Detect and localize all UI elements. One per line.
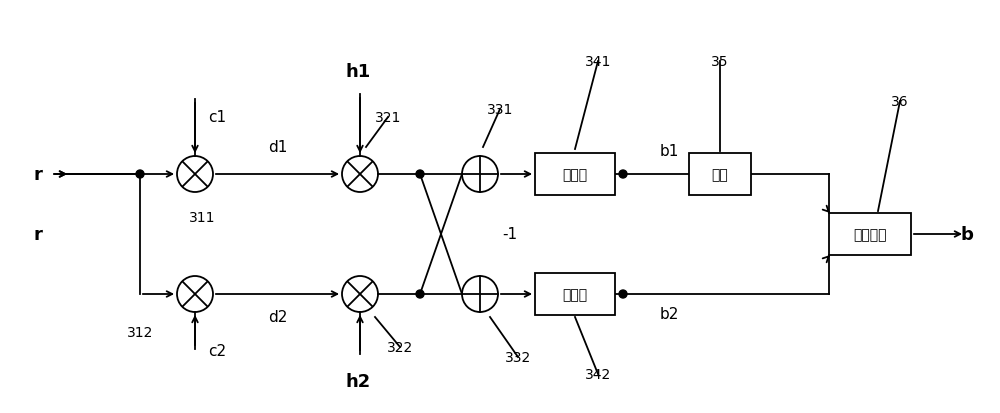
Circle shape: [619, 290, 627, 298]
Text: 35: 35: [711, 55, 729, 69]
Text: r: r: [33, 166, 42, 183]
Text: 判决器: 判决器: [562, 168, 588, 182]
Text: -1: -1: [502, 227, 518, 242]
Text: b2: b2: [660, 307, 679, 322]
Text: 36: 36: [891, 95, 909, 109]
Text: 内插合并: 内插合并: [853, 228, 887, 242]
Text: 判决器: 判决器: [562, 287, 588, 301]
Text: 342: 342: [585, 367, 611, 381]
Text: c1: c1: [208, 110, 226, 125]
Text: d1: d1: [268, 140, 288, 155]
Text: 311: 311: [189, 211, 215, 224]
Bar: [535, 154, 615, 195]
Text: 341: 341: [585, 55, 611, 69]
Circle shape: [619, 171, 627, 178]
Text: 332: 332: [505, 350, 531, 364]
Circle shape: [136, 171, 144, 178]
Text: 延时: 延时: [712, 168, 728, 182]
Text: d2: d2: [268, 310, 288, 325]
Text: b: b: [960, 225, 973, 243]
Text: 312: 312: [127, 325, 153, 339]
Bar: [829, 214, 911, 255]
Text: 322: 322: [387, 340, 413, 354]
Circle shape: [416, 290, 424, 298]
Text: b1: b1: [660, 144, 679, 159]
Text: 321: 321: [375, 111, 401, 125]
Text: h1: h1: [345, 63, 371, 81]
Text: 331: 331: [487, 103, 513, 117]
Bar: [535, 273, 615, 315]
Bar: [689, 154, 751, 195]
Text: c2: c2: [208, 344, 226, 358]
Text: h2: h2: [345, 372, 371, 390]
Circle shape: [416, 171, 424, 178]
Text: r: r: [33, 225, 42, 243]
